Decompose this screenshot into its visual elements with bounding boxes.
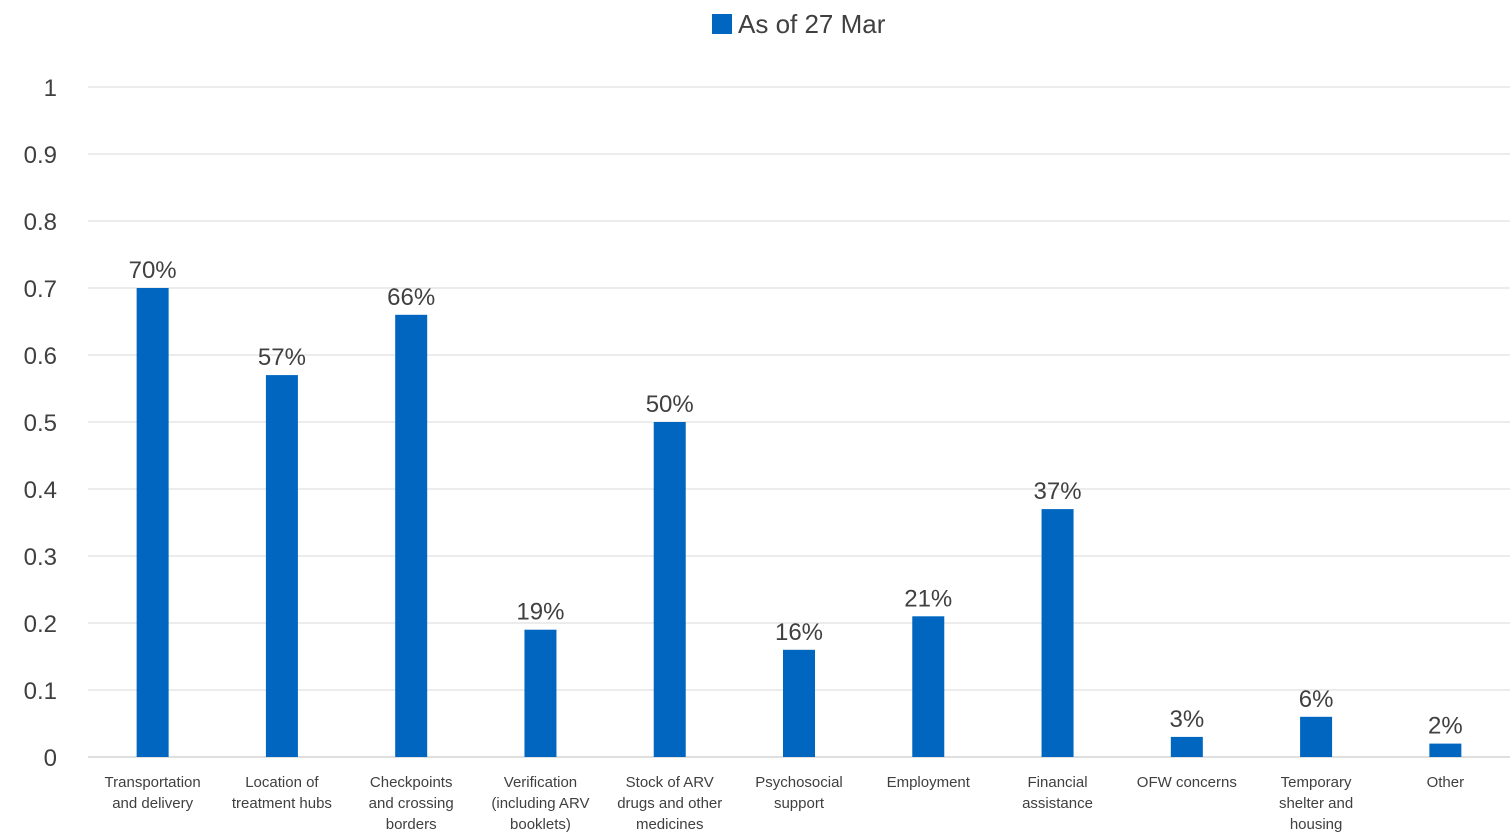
x-tick-label-line: Employment xyxy=(887,774,971,791)
x-tick-label-line: booklets) xyxy=(510,816,571,833)
x-tick-label-line: and crossing xyxy=(369,795,454,812)
data-label: 2% xyxy=(1428,713,1463,740)
bars xyxy=(136,288,1462,757)
data-label: 16% xyxy=(775,619,823,646)
y-tick-label: 0.9 xyxy=(24,142,57,169)
x-tick-label-line: Verification xyxy=(504,774,577,791)
y-tick-label: 1 xyxy=(44,75,57,102)
data-label: 6% xyxy=(1299,686,1334,713)
bar xyxy=(524,629,557,757)
bar xyxy=(1041,509,1074,757)
bar xyxy=(395,314,428,757)
x-tick-label-line: Temporary xyxy=(1281,774,1352,791)
data-labels: 70% 57% 66% 19% 50% 16% 21% 37% 3% 6% 2% xyxy=(129,257,1463,740)
x-tick-label-line: treatment hubs xyxy=(232,795,332,812)
x-tick-label-line: Psychosocial xyxy=(755,774,843,791)
x-tick-label-line: (including ARV xyxy=(491,795,589,812)
y-axis-ticks: 0 0.1 0.2 0.3 0.4 0.5 0.6 0.7 0.8 0.9 1 xyxy=(24,75,57,772)
x-tick-label-line: support xyxy=(774,795,825,812)
x-tick-label: OFW concerns xyxy=(1137,774,1237,791)
data-label: 50% xyxy=(646,391,694,418)
y-tick-label: 0.5 xyxy=(24,410,57,437)
bar xyxy=(265,375,298,757)
bar xyxy=(783,649,815,757)
data-label: 57% xyxy=(258,344,306,371)
x-tick-label: Temporary shelter and housing xyxy=(1279,774,1353,833)
bar xyxy=(912,616,945,757)
x-tick-label: Location of treatment hubs xyxy=(232,774,332,812)
bar xyxy=(136,288,169,757)
x-tick-label-line: assistance xyxy=(1022,795,1093,812)
x-tick-label: Verification (including ARV booklets) xyxy=(491,774,589,833)
legend-swatch xyxy=(712,14,732,34)
bar xyxy=(1170,736,1203,757)
x-tick-label-line: borders xyxy=(386,816,437,833)
y-tick-label: 0.6 xyxy=(24,343,57,370)
x-tick-label: Other xyxy=(1427,774,1465,791)
x-tick-label: Psychosocial support xyxy=(755,774,843,812)
x-tick-label: Financial assistance xyxy=(1022,774,1093,812)
x-tick-label: Stock of ARV drugs and other medicines xyxy=(617,774,722,833)
x-tick-label-line: Transportation xyxy=(105,774,201,791)
x-tick-label-line: and delivery xyxy=(112,795,193,812)
x-tick-label-line: OFW concerns xyxy=(1137,774,1237,791)
y-tick-label: 0.4 xyxy=(24,477,57,504)
data-label: 66% xyxy=(387,284,435,311)
data-label: 3% xyxy=(1169,706,1204,733)
x-tick-label: Transportation and delivery xyxy=(105,774,201,812)
y-tick-label: 0 xyxy=(44,745,57,772)
y-tick-label: 0.1 xyxy=(24,678,57,705)
data-label: 19% xyxy=(516,599,564,626)
legend: As of 27 Mar xyxy=(712,8,886,39)
bar xyxy=(1300,716,1333,757)
x-tick-label-line: medicines xyxy=(636,816,704,833)
bar xyxy=(653,422,686,757)
x-tick-label-line: Location of xyxy=(245,774,319,791)
y-tick-label: 0.7 xyxy=(24,276,57,303)
x-tick-label-line: housing xyxy=(1290,816,1343,833)
bar xyxy=(1429,743,1462,757)
y-tick-label: 0.3 xyxy=(24,544,57,571)
x-tick-label-line: drugs and other xyxy=(617,795,722,812)
x-tick-label: Employment xyxy=(887,774,971,791)
legend-label: As of 27 Mar xyxy=(738,8,886,39)
data-label: 70% xyxy=(129,257,177,284)
x-tick-label-line: Financial xyxy=(1028,774,1088,791)
x-tick-label-line: shelter and xyxy=(1279,795,1353,812)
x-tick-label-line: Stock of ARV xyxy=(626,774,714,791)
data-label: 21% xyxy=(904,585,952,612)
x-tick-label-line: Other xyxy=(1427,774,1465,791)
y-tick-label: 0.8 xyxy=(24,209,57,236)
y-tick-label: 0.2 xyxy=(24,611,57,638)
x-axis-ticks: Transportation and delivery Location of tre… xyxy=(105,774,1465,833)
x-tick-label: Checkpoints and crossing borders xyxy=(369,774,454,833)
x-tick-label-line: Checkpoints xyxy=(370,774,453,791)
data-label: 37% xyxy=(1034,478,1082,505)
